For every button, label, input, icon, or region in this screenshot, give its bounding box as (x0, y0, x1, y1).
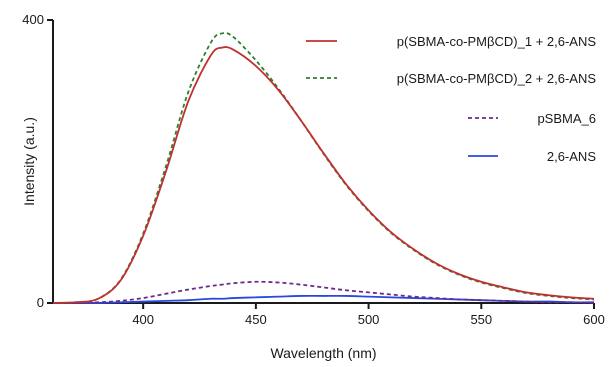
ticks: 400 450 500 550 600 0 400 (22, 12, 605, 327)
y-tick-label-400: 400 (22, 12, 44, 27)
x-tick-label-400: 400 (132, 312, 154, 327)
legend-label-3: pSBMA_6 (537, 111, 596, 126)
series-layer (52, 32, 595, 304)
legend: p(SBMA-co-PMβCD)_1 + 2,6-ANS p(SBMA-co-PM… (306, 34, 596, 164)
x-tick-label-600: 600 (583, 312, 605, 327)
y-axis-title: Intensity (a.u.) (21, 117, 37, 206)
x-tick-label-450: 450 (245, 312, 267, 327)
legend-label-1: p(SBMA-co-PMβCD)_1 + 2,6-ANS (397, 34, 597, 49)
legend-label-2: p(SBMA-co-PMβCD)_2 + 2,6-ANS (397, 71, 597, 86)
series-line-1 (52, 46, 595, 304)
x-axis-title: Wavelength (nm) (270, 345, 376, 361)
y-tick-label-0: 0 (37, 295, 44, 310)
series-line-3 (52, 280, 595, 304)
axes (52, 20, 594, 304)
x-tick-label-500: 500 (358, 312, 380, 327)
legend-label-4: 2,6-ANS (547, 149, 596, 164)
x-tick-label-550: 550 (470, 312, 492, 327)
